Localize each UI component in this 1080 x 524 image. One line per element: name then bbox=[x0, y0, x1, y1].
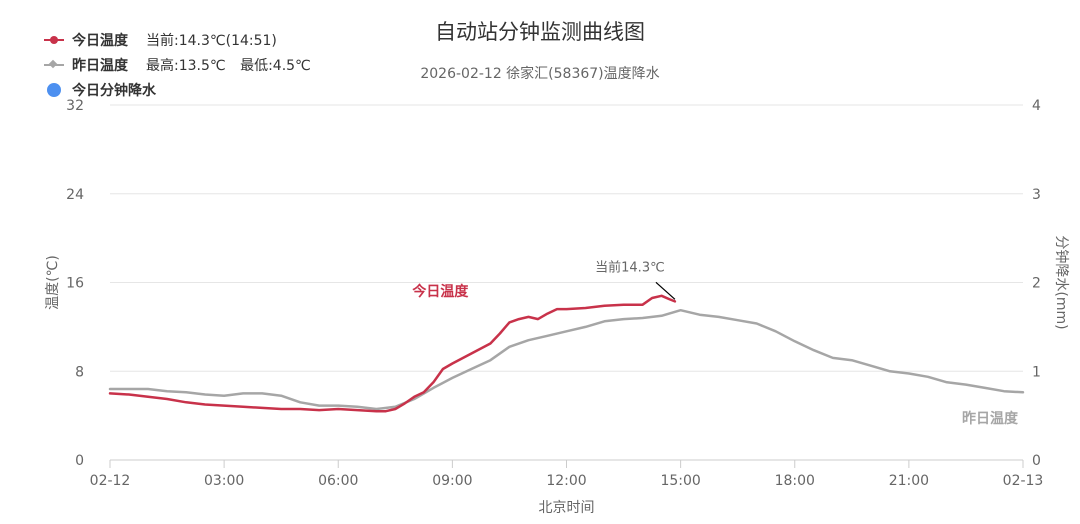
y-tick-label: 8 bbox=[75, 364, 84, 380]
legend-today-info: 当前:14.3℃(14:51) bbox=[146, 30, 277, 50]
x-tick-label: 15:00 bbox=[660, 473, 700, 489]
legend-today-label: 今日温度 bbox=[72, 33, 128, 49]
yesterday-series-label: 昨日温度 bbox=[962, 410, 1019, 427]
x-tick-label: 02-13 bbox=[1003, 473, 1044, 489]
y-tick-label: 16 bbox=[66, 276, 84, 292]
x-tick-label: 12:00 bbox=[546, 473, 586, 489]
y-tick-label: 32 bbox=[66, 98, 84, 114]
y-tick-label: 0 bbox=[75, 453, 84, 469]
y2-axis-title: 分钟降水(mm) bbox=[1053, 235, 1070, 329]
x-tick-label: 18:00 bbox=[775, 473, 815, 489]
x-tick-label: 03:00 bbox=[204, 473, 244, 489]
current-value-label: 当前14.3℃ bbox=[595, 259, 665, 275]
y2-tick-label: 2 bbox=[1032, 276, 1041, 292]
y-axis-title: 温度(℃) bbox=[45, 255, 61, 310]
y2-tick-label: 3 bbox=[1032, 187, 1041, 203]
chart-title: 自动站分钟监测曲线图 bbox=[435, 20, 645, 44]
x-tick-label: 09:00 bbox=[432, 473, 472, 489]
y2-tick-label: 1 bbox=[1032, 364, 1041, 380]
legend-today-swatch bbox=[44, 34, 64, 46]
legend-yesterday-label: 昨日温度 bbox=[72, 58, 128, 74]
x-tick-label: 02-12 bbox=[90, 473, 131, 489]
series-line-yesterday bbox=[108, 308, 1025, 411]
axes: 0 8 16 24 32 0 1 2 3 4 02-12 03:00 06:00 09:00 12:00 15… bbox=[45, 98, 1070, 516]
grid-lines bbox=[110, 104, 1023, 461]
x-tick-label: 06:00 bbox=[318, 473, 358, 489]
legend-yesterday-swatch bbox=[44, 59, 64, 71]
y2-tick-label: 4 bbox=[1032, 98, 1041, 114]
series-lines bbox=[108, 294, 1025, 413]
legend-item-rain[interactable]: 今日分钟降水 bbox=[44, 81, 311, 99]
legend-today-current: 当前:14.3℃(14:51) bbox=[146, 33, 277, 49]
legend-rain-label: 今日分钟降水 bbox=[72, 83, 156, 99]
legend-rain-swatch bbox=[47, 83, 61, 97]
x-axis-title: 北京时间 bbox=[539, 500, 595, 516]
y2-tick-label: 0 bbox=[1032, 453, 1041, 469]
legend-item-today[interactable]: 今日温度 当前:14.3℃(14:51) bbox=[44, 31, 311, 49]
legend-yesterday-info: 最高:13.5℃ 最低:4.5℃ bbox=[146, 55, 311, 75]
y-tick-label: 24 bbox=[66, 187, 84, 203]
today-series-label: 今日温度 bbox=[411, 283, 469, 300]
legend-yesterday-min: 最低:4.5℃ bbox=[240, 58, 311, 74]
chart-subtitle: 2026-02-12 徐家汇(58367)温度降水 bbox=[420, 66, 660, 82]
x-tick-label: 21:00 bbox=[889, 473, 929, 489]
current-pointer-line bbox=[655, 281, 676, 300]
legend: 今日温度 当前:14.3℃(14:51) 昨日温度 最高:13.5℃ 最低:4.… bbox=[44, 31, 311, 99]
legend-yesterday-max: 最高:13.5℃ bbox=[146, 58, 226, 74]
legend-item-yesterday[interactable]: 昨日温度 最高:13.5℃ 最低:4.5℃ bbox=[44, 56, 311, 74]
series-line-today bbox=[108, 294, 677, 413]
